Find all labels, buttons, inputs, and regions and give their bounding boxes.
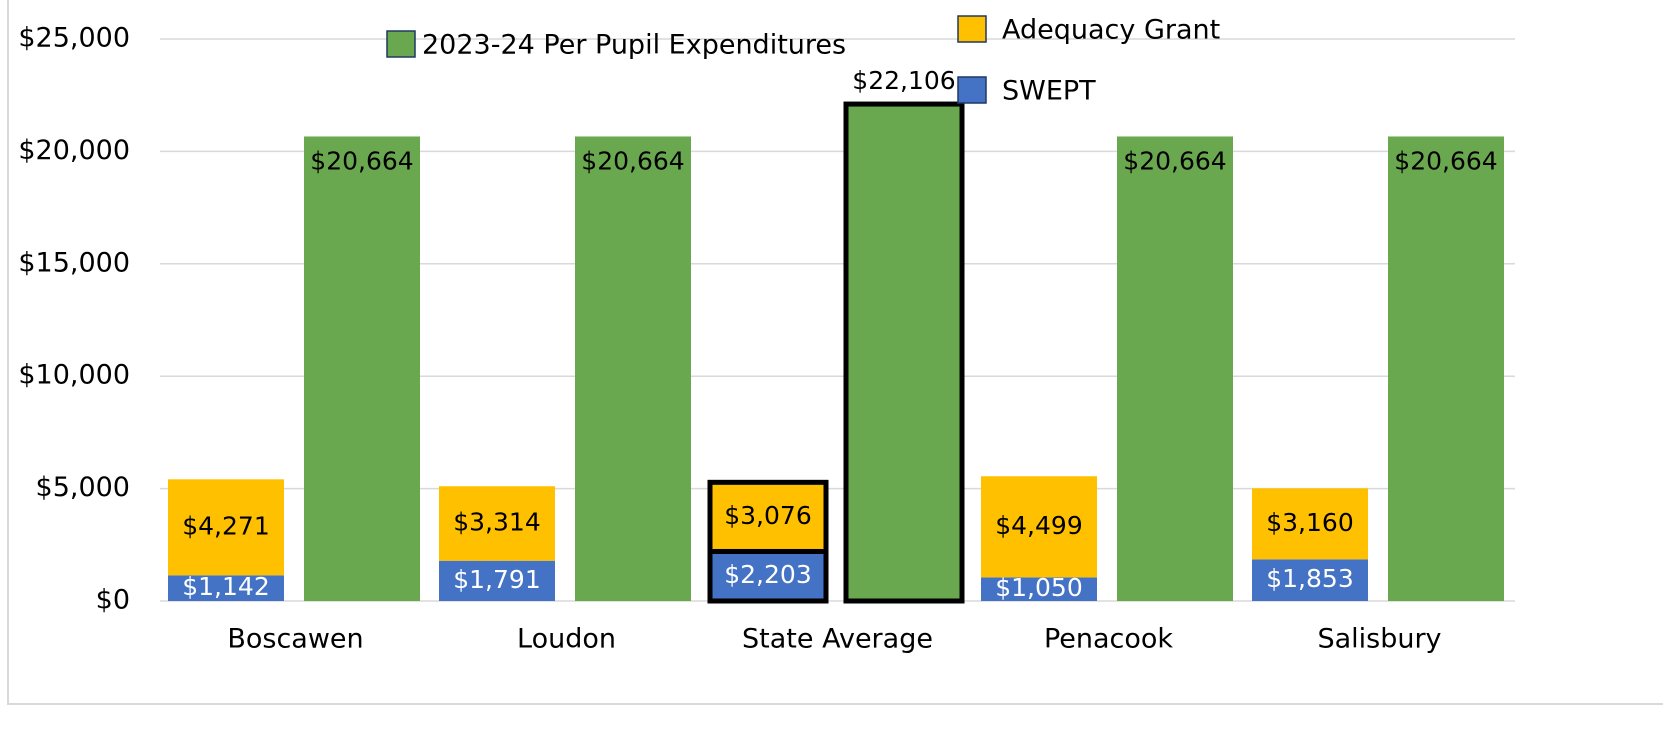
bar <box>168 479 284 576</box>
data-label: $3,314 <box>453 507 540 536</box>
data-label: $20,664 <box>310 146 413 175</box>
data-label: $2,203 <box>724 560 811 589</box>
data-label: $4,499 <box>995 511 1082 540</box>
bar <box>981 577 1097 601</box>
data-label: $1,142 <box>182 572 269 601</box>
legend-swatch <box>386 30 416 58</box>
data-label: $1,050 <box>995 573 1082 602</box>
legend-label: 2023-24 Per Pupil Expenditures <box>422 30 846 61</box>
chart-frame <box>7 0 1663 705</box>
bar <box>1388 136 1504 602</box>
data-label: $20,664 <box>1394 146 1497 175</box>
legend-label: Adequacy Grant <box>1002 15 1220 46</box>
y-tick-label: $20,000 <box>18 135 130 166</box>
legend-swatch <box>957 76 987 104</box>
legend-swatch <box>957 15 987 43</box>
bar <box>1117 136 1233 602</box>
x-tick-label: State Average <box>742 624 933 655</box>
bar <box>707 479 829 554</box>
bar <box>439 486 555 561</box>
data-label: $4,271 <box>182 511 269 540</box>
data-label: $3,160 <box>1266 508 1353 537</box>
bar <box>843 101 965 604</box>
y-tick-label: $0 <box>96 585 130 616</box>
bar <box>304 136 420 602</box>
bar <box>168 575 284 601</box>
y-tick-label: $25,000 <box>18 23 130 54</box>
x-tick-label: Boscawen <box>227 624 363 655</box>
data-label: $20,664 <box>1123 146 1226 175</box>
legend-label: SWEPT <box>1002 76 1096 107</box>
data-label: $22,106 <box>852 66 955 95</box>
y-tick-label: $5,000 <box>36 472 130 503</box>
bar <box>707 548 829 604</box>
bar <box>1252 488 1368 560</box>
y-tick-label: $10,000 <box>18 360 130 391</box>
bar <box>439 560 555 601</box>
data-label: $3,076 <box>724 501 811 530</box>
bar <box>575 136 691 602</box>
bar <box>981 476 1097 578</box>
x-tick-label: Penacook <box>1044 624 1173 655</box>
data-label: $20,664 <box>581 146 684 175</box>
data-label: $1,853 <box>1266 564 1353 593</box>
x-tick-label: Loudon <box>517 624 616 655</box>
bar <box>1252 559 1368 601</box>
x-tick-label: Salisbury <box>1317 624 1441 655</box>
y-tick-label: $15,000 <box>18 247 130 278</box>
data-label: $1,791 <box>453 565 540 594</box>
